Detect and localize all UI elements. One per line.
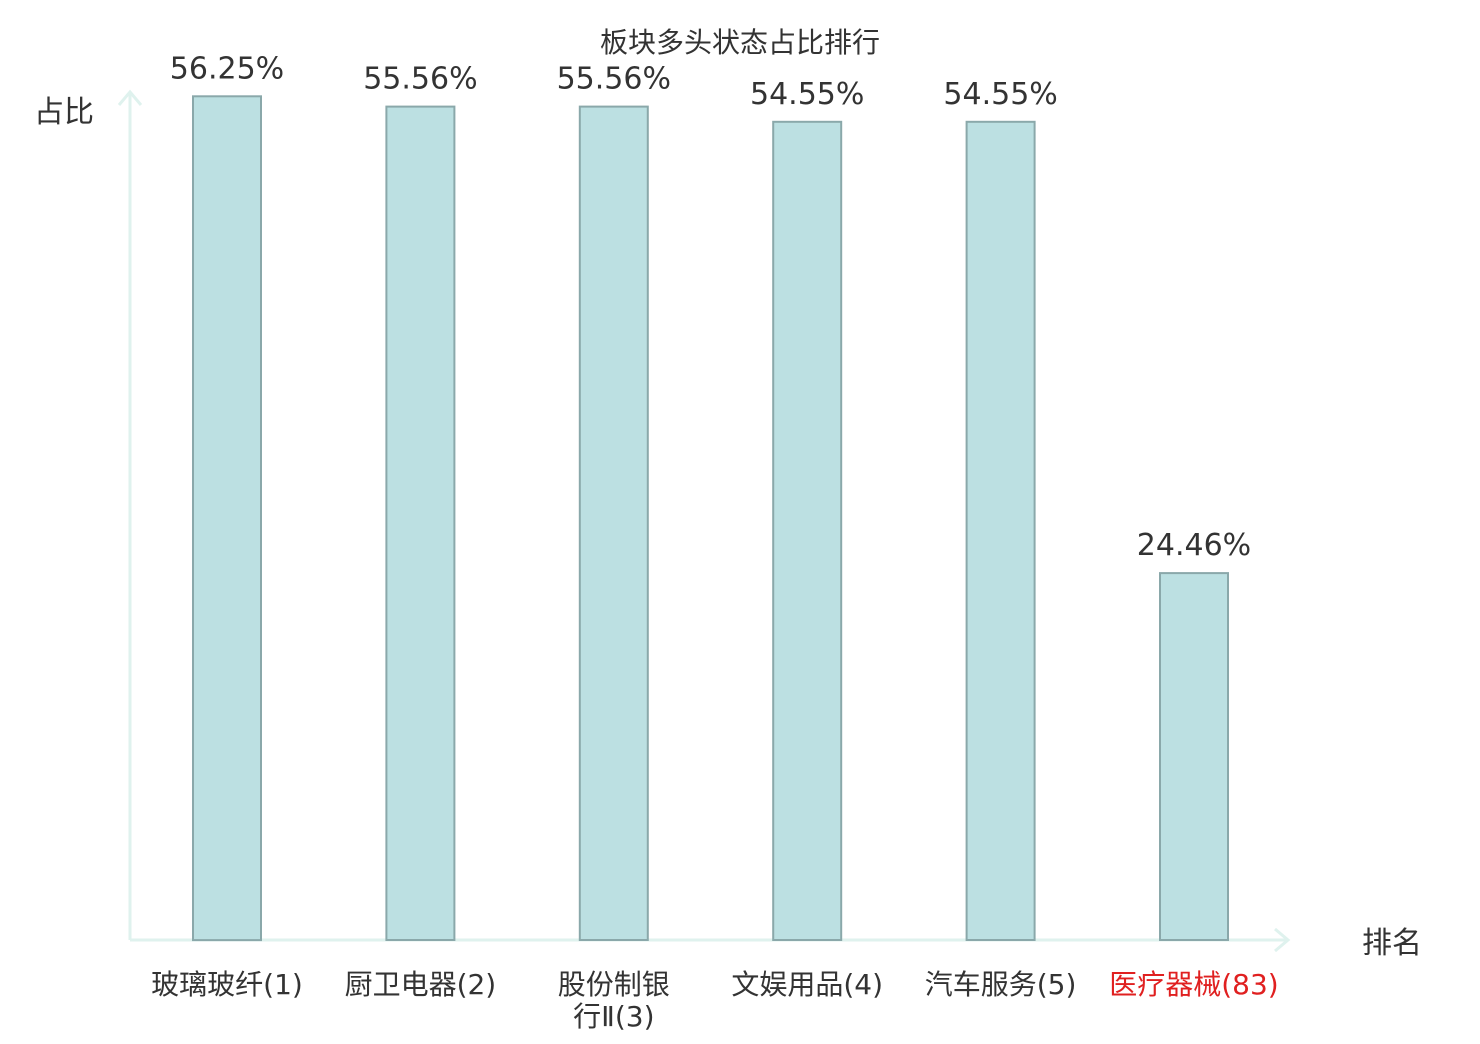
category-label-line: 汽车服务(5) <box>925 968 1077 1001</box>
y-axis-arrow <box>117 89 143 106</box>
category-label-line: 文娱用品(4) <box>731 968 883 1001</box>
axes <box>117 89 1291 953</box>
category-label-line: 行Ⅱ(3) <box>573 1000 654 1033</box>
bar-2 <box>385 105 456 942</box>
category-label-4: 文娱用品(4) <box>731 968 883 1001</box>
value-label-6: 24.46% <box>1137 528 1251 563</box>
chart-title: 板块多头状态占比排行 <box>600 26 880 59</box>
value-label-5: 54.55% <box>943 77 1057 112</box>
bar-4 <box>772 120 843 942</box>
category-label-5: 汽车服务(5) <box>925 968 1077 1001</box>
x-axis-label: 排名 <box>1362 926 1422 961</box>
value-label-3: 55.56% <box>557 62 671 97</box>
category-label-2: 厨卫电器(2) <box>345 968 497 1001</box>
y-axis-label: 占比 <box>34 95 94 130</box>
category-label-6: 医疗器械(83) <box>1109 968 1278 1001</box>
bar-6 <box>1159 572 1229 941</box>
bar-1 <box>192 95 262 942</box>
category-label-1: 玻璃玻纤(1) <box>151 968 303 1001</box>
category-label-line: 医疗器械(83) <box>1109 968 1278 1001</box>
category-labels-group: 玻璃玻纤(1) 厨卫电器(2) 股份制银行Ⅱ(3) 文娱用品(4) 汽车服务(5) 医疗器… <box>151 968 1279 1033</box>
category-label-3: 股份制银行Ⅱ(3) <box>558 968 670 1033</box>
value-label-2: 55.56% <box>363 62 477 97</box>
category-label-line: 厨卫电器(2) <box>345 968 497 1001</box>
x-axis-arrow <box>1274 927 1291 953</box>
bar-3 <box>578 105 649 942</box>
value-label-4: 54.55% <box>750 77 864 112</box>
value-labels-group: 56.25% 55.56% 55.56% 54.55% 54.55% 24.46% <box>170 51 1251 563</box>
bars-group <box>192 95 1229 942</box>
value-label-1: 56.25% <box>170 51 284 86</box>
category-label-line: 股份制银 <box>558 968 670 1001</box>
bar-5 <box>965 120 1036 942</box>
category-label-line: 玻璃玻纤(1) <box>151 968 303 1001</box>
